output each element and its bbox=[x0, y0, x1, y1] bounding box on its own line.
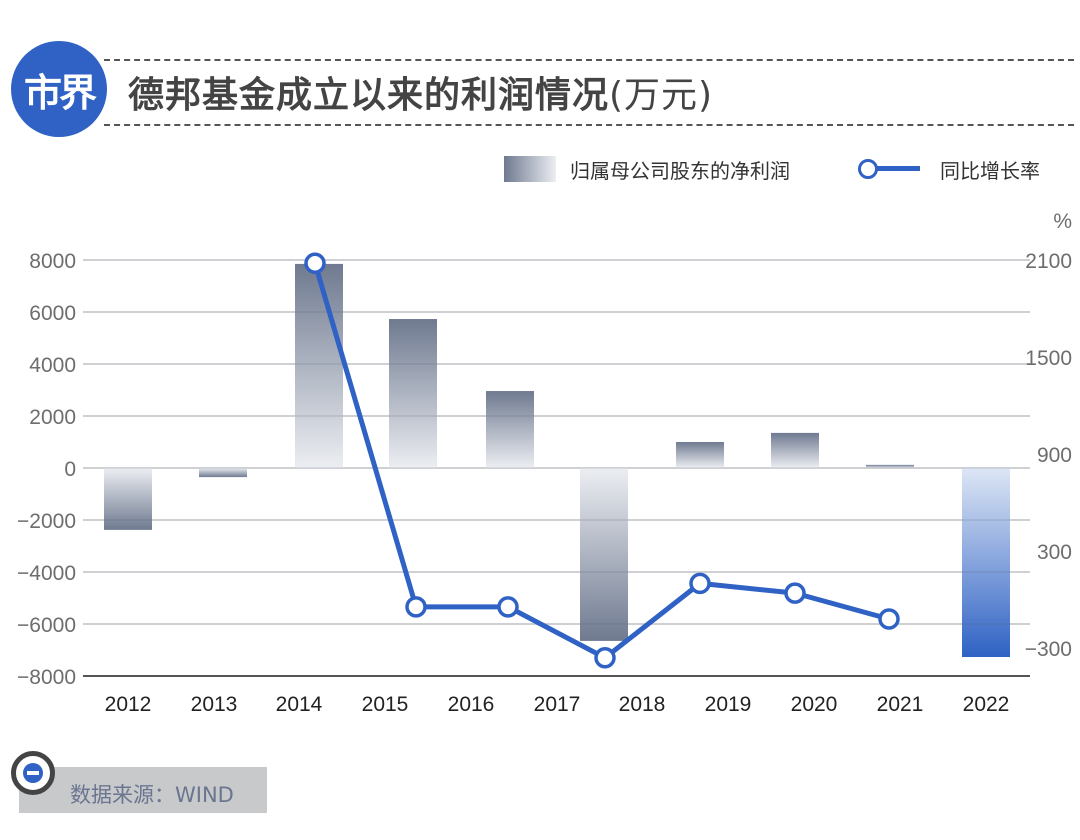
x-axis-tick: 2015 bbox=[362, 693, 409, 716]
chart-title: 德邦基金成立以来的利润情况(万元) bbox=[128, 66, 713, 118]
left-axis-tick: 8000 bbox=[29, 250, 76, 273]
brand-logo-text: 市界 bbox=[23, 70, 97, 115]
growth-rate-point bbox=[689, 572, 711, 595]
profit-bar bbox=[389, 319, 437, 468]
profit-bar bbox=[676, 442, 724, 468]
legend-bar: 归属母公司股东的净利润 bbox=[504, 154, 790, 184]
left-axis-tick: 0 bbox=[64, 458, 76, 481]
profit-bar bbox=[295, 263, 343, 468]
legend-bar-label: 归属母公司股东的净利润 bbox=[570, 158, 790, 183]
profit-bar bbox=[104, 468, 152, 530]
left-axis-tick: −2000 bbox=[17, 510, 76, 533]
right-axis-tick: 300 bbox=[1037, 541, 1072, 564]
x-axis-tick: 2016 bbox=[448, 693, 495, 716]
profit-bar bbox=[866, 464, 914, 468]
legend-line: 同比增长率 bbox=[858, 154, 1040, 184]
title-divider-bottom bbox=[104, 124, 1074, 126]
x-axis-tick: 2012 bbox=[105, 693, 152, 716]
brand-logo: 市界 bbox=[11, 41, 107, 137]
x-axis-tick: 2017 bbox=[534, 693, 581, 716]
x-axis-tick: 2014 bbox=[276, 693, 323, 716]
left-axis-tick: 6000 bbox=[29, 302, 76, 325]
left-axis-tick: −6000 bbox=[17, 614, 76, 637]
growth-rate-point bbox=[497, 596, 519, 618]
chart-title-text: 德邦基金成立以来的利润情况 bbox=[128, 75, 610, 116]
profit-bar bbox=[486, 391, 534, 468]
right-axis-tick: −300 bbox=[1025, 638, 1072, 661]
profit-bar bbox=[962, 468, 1010, 658]
growth-rate-point bbox=[784, 582, 806, 604]
profit-bar bbox=[199, 468, 247, 478]
right-axis-tick: 900 bbox=[1037, 444, 1072, 467]
growth-rate-point bbox=[405, 596, 427, 618]
x-axis-tick: 2021 bbox=[877, 693, 924, 716]
left-axis-tick: 2000 bbox=[29, 406, 76, 429]
title-divider-top bbox=[104, 59, 1074, 61]
left-axis-tick: 4000 bbox=[29, 354, 76, 377]
growth-rate-point bbox=[304, 252, 326, 274]
right-axis-unit: % bbox=[1053, 210, 1072, 233]
left-axis-tick: −4000 bbox=[17, 562, 76, 585]
growth-rate-point bbox=[878, 608, 900, 630]
source-box bbox=[19, 767, 267, 813]
line-marker-icon bbox=[858, 158, 920, 180]
right-axis-tick: 2100 bbox=[1025, 250, 1072, 273]
x-axis-tick: 2019 bbox=[705, 693, 752, 716]
growth-rate-point bbox=[594, 647, 616, 669]
legend-line-label: 同比增长率 bbox=[940, 158, 1040, 183]
chart-title-unit: (万元) bbox=[609, 75, 714, 116]
source-icon bbox=[11, 751, 55, 795]
x-axis-tick: 2013 bbox=[191, 693, 238, 716]
source-text: 数据来源：WIND bbox=[70, 783, 234, 807]
profit-bar bbox=[580, 468, 628, 641]
profit-bar bbox=[771, 432, 819, 468]
bar-swatch-icon bbox=[504, 156, 556, 182]
x-axis-tick: 2022 bbox=[963, 693, 1010, 716]
x-axis-tick: 2020 bbox=[791, 693, 838, 716]
left-axis-tick: −8000 bbox=[17, 666, 76, 689]
x-axis-tick: 2018 bbox=[619, 693, 666, 716]
right-axis-tick: 1500 bbox=[1025, 347, 1072, 370]
